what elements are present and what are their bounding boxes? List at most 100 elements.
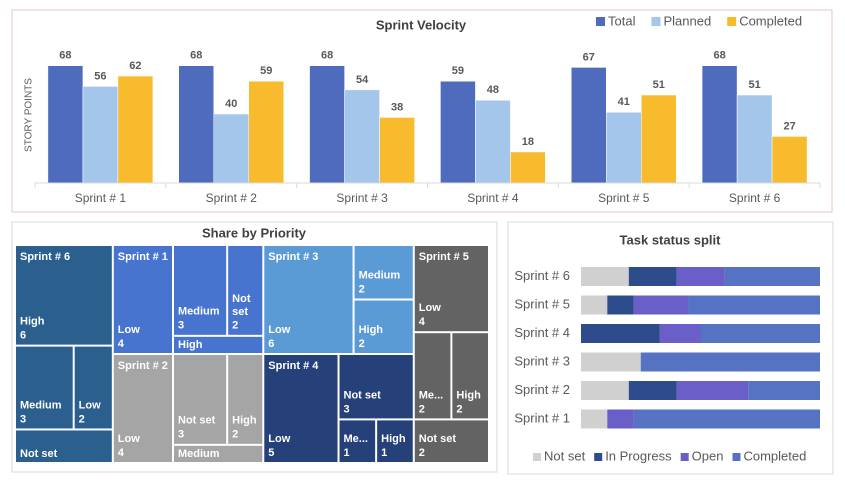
bar-segment <box>607 295 634 315</box>
treemap-tile <box>16 430 112 462</box>
bar <box>510 151 546 184</box>
bar <box>248 80 284 184</box>
tile-label: Low <box>79 399 101 411</box>
tile-value: 2 <box>359 283 365 295</box>
legend-label: Completed <box>739 13 802 28</box>
treemap-tile <box>174 355 227 444</box>
tile-value: 2 <box>359 338 365 350</box>
treemap-tile <box>339 355 413 419</box>
data-label: 54 <box>356 74 369 86</box>
bar <box>641 94 677 184</box>
data-label: 56 <box>94 70 106 82</box>
x-tick-label: Sprint # 6 <box>729 191 781 205</box>
legend-label: In Progress <box>605 448 672 463</box>
tile-label: Low <box>118 324 140 336</box>
data-label: 51 <box>653 79 665 91</box>
tile-value: 4 <box>419 316 426 328</box>
treemap-tile <box>74 346 112 429</box>
x-tick-label: Sprint # 1 <box>75 191 127 205</box>
chart-title: Task status split <box>620 232 722 247</box>
group-label: Sprint # 2 <box>118 360 168 372</box>
tile-label: Medium <box>20 399 62 411</box>
bar <box>606 112 642 184</box>
legend-swatch <box>680 453 689 461</box>
treemap-tile <box>174 246 227 335</box>
treemap-tile <box>377 420 413 462</box>
tile-label: High <box>20 316 45 328</box>
data-label: 40 <box>225 98 237 110</box>
tile-value: 3 <box>178 320 184 332</box>
x-tick-label: Sprint # 4 <box>467 191 519 205</box>
legend-label: Total <box>608 13 636 28</box>
tile-label: Low <box>419 302 441 314</box>
legend-swatch <box>596 17 605 26</box>
tile-label: Medium <box>359 269 401 281</box>
treemap-tile <box>414 420 488 462</box>
legend-label: Open <box>692 448 724 463</box>
bar <box>117 75 154 184</box>
tile-label: Me... <box>419 389 443 401</box>
data-label: 59 <box>260 65 272 77</box>
tile-label: Not set <box>232 293 251 318</box>
data-label: 41 <box>618 96 630 108</box>
bar-segment <box>581 267 629 286</box>
tile-value: 2 <box>79 413 85 425</box>
treemap-tile <box>174 445 263 462</box>
treemap-tile <box>452 333 488 419</box>
tile-value: 3 <box>20 413 26 425</box>
data-label: 68 <box>713 50 725 62</box>
tile-value: 2 <box>456 403 462 415</box>
tile-value: 2 <box>232 429 238 441</box>
bar <box>82 86 119 184</box>
data-label: 67 <box>583 51 595 63</box>
tile-value: 2 <box>419 447 425 459</box>
bar-segment <box>628 267 677 286</box>
bar <box>379 117 415 184</box>
bar <box>213 113 249 184</box>
legend-swatch <box>651 17 661 26</box>
y-tick-label: Sprint # 1 <box>514 410 570 425</box>
bar-segment <box>676 381 749 400</box>
bar-segment <box>581 295 608 315</box>
bar-segment <box>607 409 634 429</box>
tile-label: Me... <box>344 433 368 445</box>
bar-segment <box>688 295 820 315</box>
tile-value: 3 <box>178 429 184 441</box>
bar <box>344 89 380 184</box>
legend-label: Not set <box>544 448 586 463</box>
treemap-tile <box>414 333 451 419</box>
bar-segment <box>676 267 725 286</box>
tile-label: High <box>232 415 257 427</box>
bar <box>47 65 84 184</box>
tile-value: 3 <box>344 403 350 415</box>
data-label: 68 <box>190 50 202 62</box>
tile-label: High <box>178 339 203 351</box>
tile-value: 4 <box>118 338 125 350</box>
y-tick-label: Sprint # 5 <box>514 296 570 311</box>
treemap-tile <box>264 246 353 353</box>
bar-segment <box>581 409 608 429</box>
treemap-tile <box>113 246 172 353</box>
treemap-tile <box>174 336 263 353</box>
tile-value: 5 <box>268 447 274 459</box>
legend-swatch <box>533 453 541 461</box>
bar <box>440 80 476 184</box>
treemap-tile <box>113 355 172 462</box>
bar-segment <box>628 381 677 400</box>
bar <box>571 67 607 184</box>
legend-swatch <box>727 17 737 26</box>
tile-label: Not set <box>178 415 216 427</box>
bar-segment <box>581 381 629 400</box>
y-tick-label: Sprint # 3 <box>514 353 570 368</box>
bar <box>701 65 738 184</box>
chart-title: Sprint Velocity <box>376 17 467 32</box>
tile-label: Low <box>268 433 290 445</box>
legend-label: Completed <box>743 448 806 463</box>
data-label: 59 <box>452 65 464 77</box>
bar-segment <box>659 324 701 343</box>
treemap-tile <box>228 355 263 444</box>
tile-label: Medium <box>178 448 220 460</box>
tile-label: Not set <box>344 389 382 401</box>
y-tick-label: Sprint # 6 <box>514 268 570 283</box>
tile-label: High <box>359 324 384 336</box>
